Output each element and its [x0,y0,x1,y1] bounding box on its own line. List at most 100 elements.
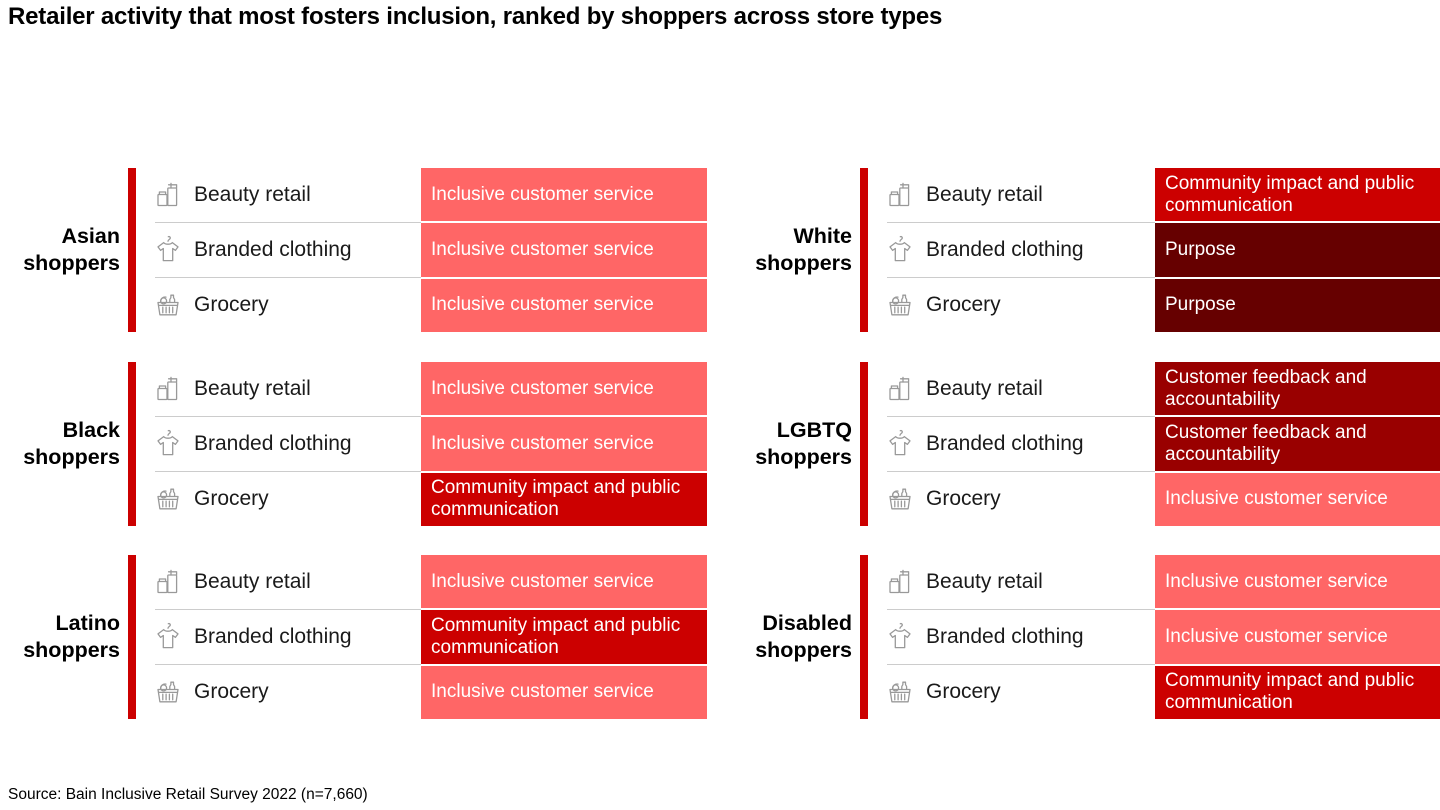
activity-boxes: Inclusive customer service Community imp… [421,555,707,719]
activity-label: Inclusive customer service [1165,488,1388,510]
group-label: Asian shoppers [23,224,120,275]
grocery-basket-icon [887,484,913,514]
activity-box: Inclusive customer service [1155,610,1440,664]
group-label: LGBTQ shoppers [755,418,852,469]
store-row: Beauty retail [155,362,421,416]
activity-label: Purpose [1165,238,1236,260]
store-row: Branded clothing [155,222,421,277]
store-label: Grocery [926,680,1001,703]
group-block-black: Black shoppers Beauty retail Branded clo… [0,362,707,526]
branded-clothing-icon [155,622,181,652]
store-label: Beauty retail [926,183,1043,206]
store-label: Grocery [194,487,269,510]
activity-label: Inclusive customer service [431,294,654,316]
activity-box: Inclusive customer service [421,665,707,719]
store-row: Branded clothing [887,609,1155,664]
activity-boxes: Inclusive customer service Inclusive cus… [421,168,707,332]
activity-box: Inclusive customer service [421,362,707,416]
activity-label: Inclusive customer service [1165,625,1388,647]
store-row: Grocery [887,277,1155,332]
activity-box: Inclusive customer service [1155,555,1440,609]
beauty-retail-icon [155,567,181,597]
store-list: Beauty retail Branded clothing Grocery [155,555,421,719]
grocery-basket-icon [155,484,181,514]
activity-box: Inclusive customer service [421,417,707,471]
store-row: Branded clothing [887,222,1155,277]
activity-label: Community impact and public communicatio… [1165,172,1415,216]
activity-box: Purpose [1155,278,1440,332]
store-row: Beauty retail [887,555,1155,609]
activity-box: Purpose [1155,223,1440,277]
activity-label: Customer feedback and accountability [1165,366,1367,410]
store-list: Beauty retail Branded clothing Grocery [155,362,421,526]
activity-label: Inclusive customer service [431,238,654,260]
store-label: Branded clothing [926,432,1084,455]
group-block-lgbtq: LGBTQ shoppers Beauty retail Branded clo… [732,362,1440,526]
group-block-white: White shoppers Beauty retail Branded clo… [732,168,1440,332]
branded-clothing-icon [887,622,913,652]
store-list: Beauty retail Branded clothing Grocery [155,168,421,332]
activity-box: Community impact and public communicatio… [421,610,707,664]
group-block-disabled: Disabled shoppers Beauty retail Branded … [732,555,1440,719]
activity-label: Inclusive customer service [1165,570,1388,592]
beauty-retail-icon [887,180,913,210]
activity-label: Inclusive customer service [431,432,654,454]
store-row: Branded clothing [155,416,421,471]
accent-bar [860,362,868,526]
store-label: Beauty retail [194,377,311,400]
store-row: Branded clothing [887,416,1155,471]
activity-label: Inclusive customer service [431,377,654,399]
activity-box: Customer feedback and accountability [1155,417,1440,471]
activity-label: Inclusive customer service [431,570,654,592]
activity-boxes: Inclusive customer service Inclusive cus… [1155,555,1440,719]
accent-bar [860,168,868,332]
group-label: Disabled shoppers [755,611,852,662]
store-label: Branded clothing [194,625,352,648]
activity-box: Inclusive customer service [421,223,707,277]
group-block-asian: Asian shoppers Beauty retail Branded clo… [0,168,707,332]
activity-label: Customer feedback and accountability [1165,421,1367,465]
activity-label: Purpose [1165,294,1236,316]
branded-clothing-icon [155,429,181,459]
store-label: Beauty retail [926,570,1043,593]
activity-box: Community impact and public communicatio… [1155,665,1440,719]
activity-label: Inclusive customer service [431,681,654,703]
store-label: Grocery [926,487,1001,510]
group-block-latino: Latino shoppers Beauty retail Branded cl… [0,555,707,719]
store-row: Beauty retail [887,362,1155,416]
store-row: Grocery [155,664,421,719]
store-row: Grocery [887,664,1155,719]
activity-label: Inclusive customer service [431,183,654,205]
source-note: Source: Bain Inclusive Retail Survey 202… [8,786,368,803]
activity-box: Inclusive customer service [421,555,707,609]
accent-bar [128,555,136,719]
beauty-retail-icon [887,567,913,597]
chart-title: Retailer activity that most fosters incl… [8,3,943,30]
beauty-retail-icon [155,374,181,404]
store-row: Grocery [155,471,421,526]
accent-bar [128,168,136,332]
accent-bar [860,555,868,719]
store-label: Branded clothing [194,238,352,261]
store-row: Beauty retail [155,555,421,609]
store-row: Beauty retail [155,168,421,222]
store-label: Branded clothing [926,238,1084,261]
store-label: Beauty retail [194,570,311,593]
grocery-basket-icon [887,290,913,320]
activity-label: Community impact and public communicatio… [431,614,681,658]
activity-box: Community impact and public communicatio… [421,472,707,526]
store-row: Branded clothing [155,609,421,664]
group-label: White shoppers [755,224,852,275]
accent-bar [128,362,136,526]
branded-clothing-icon [887,235,913,265]
group-label: Black shoppers [23,418,120,469]
store-label: Branded clothing [926,625,1084,648]
activity-box: Inclusive customer service [421,278,707,332]
store-list: Beauty retail Branded clothing Grocery [887,555,1155,719]
activity-box: Inclusive customer service [1155,472,1440,526]
group-label: Latino shoppers [23,611,120,662]
store-label: Grocery [926,293,1001,316]
grocery-basket-icon [887,677,913,707]
activity-box: Inclusive customer service [421,168,707,222]
store-label: Beauty retail [194,183,311,206]
